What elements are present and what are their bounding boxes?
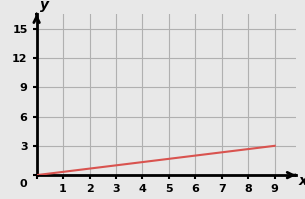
Text: y: y: [40, 0, 49, 12]
Text: 0: 0: [20, 179, 27, 189]
Text: x: x: [299, 174, 305, 188]
